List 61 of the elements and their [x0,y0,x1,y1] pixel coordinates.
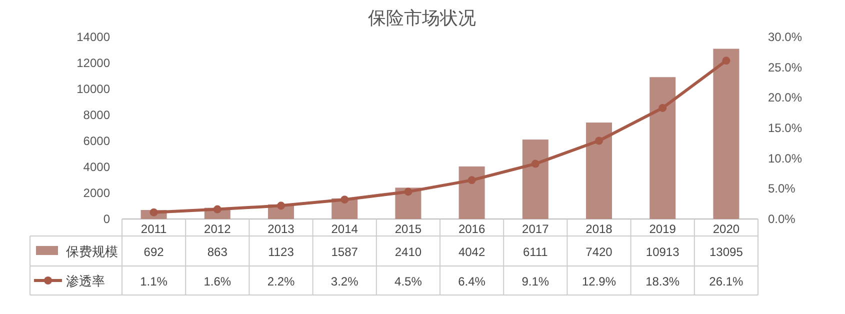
y2-tick-label: 20.0% [768,90,802,105]
y-tick-label: 2000 [83,186,110,200]
data-label: 2410 [394,245,422,259]
data-label: 6.4% [458,274,486,288]
data-label: 1.1% [140,274,168,288]
chart-title: 保险市场状况 [368,8,476,28]
x-tick-label: 2012 [204,222,232,236]
y2-tick-label: 0.0% [768,212,796,226]
legend-label: 渗透率 [66,274,105,288]
data-label: 4.5% [394,274,422,288]
y-tick-label: 4000 [83,160,110,174]
data-label: 1123 [268,245,294,259]
data-label: 2.2% [267,274,295,288]
data-label: 18.3% [646,274,680,288]
bar [713,48,740,219]
y-tick-label: 0 [103,212,110,226]
y-tick-label: 10000 [76,82,110,96]
data-label: 4042 [458,245,486,259]
y2-tick-label: 10.0% [768,151,802,166]
y2-tick-label: 15.0% [768,121,802,135]
y2-tick-label: 5.0% [768,182,796,196]
x-tick-label: 2013 [268,222,295,236]
legend-label: 保费规模 [66,244,118,259]
y-tick-label: 6000 [83,134,110,148]
y-tick-label: 14000 [76,30,110,44]
data-label: 9.1% [522,274,550,288]
x-tick-label: 2017 [522,222,550,236]
data-label: 26.1% [709,274,744,288]
point [277,202,285,210]
x-tick-label: 2019 [649,222,676,236]
data-label: 12.9% [582,274,616,288]
point [531,160,540,168]
y2-tick-label: 30.0% [768,30,802,44]
point [468,176,476,184]
bar [522,140,548,219]
data-label: 3.2% [330,274,359,288]
x-tick-label: 2018 [586,222,613,236]
data-label: 1587 [331,245,358,259]
data-label: 863 [207,245,228,259]
y-tick-label: 12000 [76,56,110,70]
x-tick-label: 2020 [712,222,740,236]
data-label: 692 [144,245,164,259]
bar [458,166,485,219]
point [595,136,603,145]
x-tick-label: 2015 [394,222,422,236]
bar [586,122,612,219]
data-label: 7420 [586,245,613,259]
x-tick-label: 2011 [140,222,168,236]
x-tick-label: 2014 [331,222,358,236]
y-tick-label: 8000 [83,108,110,122]
point [722,56,730,65]
data-label: 10913 [646,245,680,259]
point [340,196,349,204]
y2-tick-label: 25.0% [768,60,802,74]
x-tick-label: 2016 [458,222,486,236]
data-label: 13095 [710,245,744,259]
point [658,104,667,112]
data-label: 1.6% [204,274,232,288]
data-label: 6111 [522,245,548,259]
point [404,188,412,196]
bar [650,77,676,219]
